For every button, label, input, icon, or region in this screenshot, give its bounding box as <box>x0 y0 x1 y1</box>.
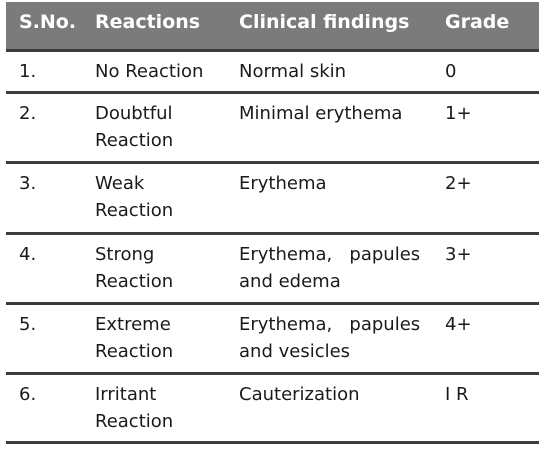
cell-findings-line: Minimal erythema <box>239 103 403 124</box>
cell-grade: 2+ <box>445 173 472 194</box>
cell-sno: 5. <box>19 314 37 335</box>
cell-findings: Erythema <box>226 170 432 197</box>
cell-sno: 1. <box>19 61 37 82</box>
cell-grade: I R <box>445 384 469 405</box>
cell-sno: 2. <box>19 103 37 124</box>
cell-reaction: Weak Reaction <box>82 170 226 224</box>
cell-reaction-line: Reaction <box>95 200 174 221</box>
cell-grade: 0 <box>445 61 457 82</box>
cell-findings-line: Erythema, papules <box>239 244 421 265</box>
cell-findings-line: Erythema, papules <box>239 314 421 335</box>
cell-grade: 1+ <box>445 103 472 124</box>
cell-reaction: Strong Reaction <box>82 241 226 295</box>
cell-reaction-line: Reaction <box>95 411 174 432</box>
cell-reaction-line: Extreme <box>95 314 171 335</box>
cell-sno: 4. <box>19 244 37 265</box>
cell-reaction-line: Reaction <box>95 130 174 151</box>
table-row: 5. Extreme Reaction Erythema, papules an… <box>6 302 539 372</box>
cell-findings-line: and edema <box>239 271 341 292</box>
cell-grade: 3+ <box>445 244 472 265</box>
cell-reaction: Doubtful Reaction <box>82 100 226 154</box>
cell-reaction: Irritant Reaction <box>82 381 226 435</box>
cell-reaction-line: Reaction <box>95 271 174 292</box>
reactions-table: S.No. Reactions Clinical findings Grade … <box>6 2 539 444</box>
cell-grade: 4+ <box>445 314 472 335</box>
cell-reaction: Extreme Reaction <box>82 311 226 365</box>
cell-reaction-line: Weak <box>95 173 145 194</box>
cell-reaction-line: No Reaction <box>95 61 204 82</box>
header-reactions: Reactions <box>95 11 201 33</box>
cell-findings-line: Cauterization <box>239 384 360 405</box>
header-grade: Grade <box>445 11 510 33</box>
header-clinical-findings: Clinical findings <box>239 11 410 33</box>
cell-reaction-line: Irritant <box>95 384 157 405</box>
cell-sno: 6. <box>19 384 37 405</box>
table-row: 3. Weak Reaction Erythema 2+ <box>6 161 539 232</box>
cell-reaction-line: Strong <box>95 244 155 265</box>
cell-findings: Minimal erythema <box>226 100 432 127</box>
table-row: 6. Irritant Reaction Cauterization I R <box>6 372 539 441</box>
cell-reaction: No Reaction <box>82 58 226 85</box>
table-row: 1. No Reaction Normal skin 0 <box>6 49 539 91</box>
cell-findings-line: Normal skin <box>239 61 347 82</box>
table-bottom-rule <box>6 441 539 444</box>
cell-findings: Cauterization <box>226 381 432 408</box>
cell-findings-line: and vesicles <box>239 341 351 362</box>
cell-findings: Erythema, papules and edema <box>226 241 432 295</box>
cell-findings: Normal skin <box>226 58 432 85</box>
cell-reaction-line: Reaction <box>95 341 174 362</box>
header-sno: S.No. <box>19 11 77 33</box>
table-row: 4. Strong Reaction Erythema, papules and… <box>6 232 539 302</box>
table-header-row: S.No. Reactions Clinical findings Grade <box>6 2 539 49</box>
cell-findings: Erythema, papules and vesicles <box>226 311 432 365</box>
cell-findings-line: Erythema <box>239 173 327 194</box>
table-row: 2. Doubtful Reaction Minimal erythema 1+ <box>6 91 539 161</box>
cell-sno: 3. <box>19 173 37 194</box>
cell-reaction-line: Doubtful <box>95 103 173 124</box>
